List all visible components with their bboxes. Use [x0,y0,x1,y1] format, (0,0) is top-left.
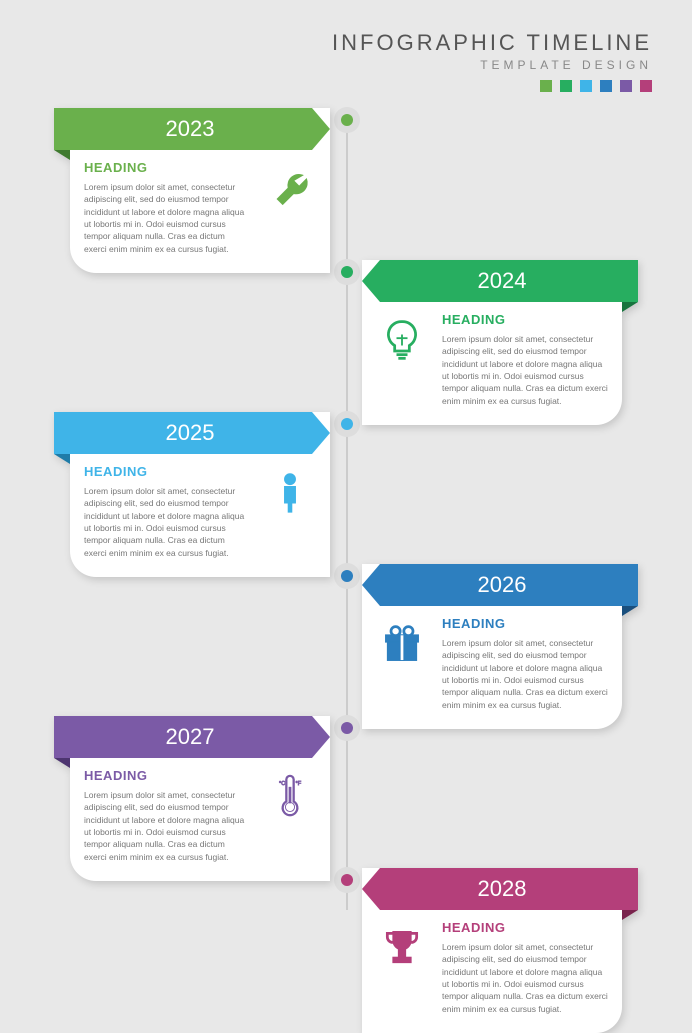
title-main: INFOGRAPHIC TIMELINE [332,30,652,56]
ribbon-fold [54,758,70,768]
card-heading: HEADING [442,920,608,935]
ribbon-fold [622,606,638,616]
card-body: HEADING Lorem ipsum dolor sit amet, cons… [70,150,330,273]
timeline-node-dot [341,266,353,278]
year-banner: 2024 [362,260,622,302]
person-icon [262,464,318,520]
year-banner: 2027 [70,716,330,758]
year-banner: 2023 [70,108,330,150]
wrench-icon [262,160,318,216]
timeline-node [334,563,360,589]
card-text: Lorem ipsum dolor sit amet, consectetur … [84,485,249,559]
year-banner: 2025 [70,412,330,454]
timeline-card-2023: 2023 HEADING Lorem ipsum dolor sit amet,… [70,108,330,273]
year-banner: 2026 [362,564,622,606]
title-sub: TEMPLATE DESIGN [332,58,652,72]
trophy-icon [374,920,430,976]
card-body: HEADING Lorem ipsum dolor sit amet, cons… [362,302,622,425]
legend-swatch [580,80,592,92]
timeline-card-2026: 2026 HEADING Lorem ipsum dolor sit amet,… [362,564,622,729]
timeline-card-2025: 2025 HEADING Lorem ipsum dolor sit amet,… [70,412,330,577]
year-label: 2026 [478,572,527,598]
card-body: HEADING Lorem ipsum dolor sit amet, cons… [70,454,330,577]
card-text: Lorem ipsum dolor sit amet, consectetur … [442,637,608,711]
timeline-node-dot [341,722,353,734]
timeline-node [334,107,360,133]
card-text: Lorem ipsum dolor sit amet, consectetur … [84,789,249,863]
ribbon-fold [54,454,70,464]
card-heading: HEADING [442,312,608,327]
card-body: HEADING Lorem ipsum dolor sit amet, cons… [70,758,330,881]
card-text: Lorem ipsum dolor sit amet, consectetur … [442,333,608,407]
ribbon-fold [54,150,70,160]
timeline-card-2028: 2028 HEADING Lorem ipsum dolor sit amet,… [362,868,622,1033]
legend-swatch [620,80,632,92]
timeline-card-2024: 2024 HEADING Lorem ipsum dolor sit amet,… [362,260,622,425]
legend [332,80,652,92]
thermo-icon [262,768,318,824]
timeline-node-dot [341,114,353,126]
year-label: 2025 [166,420,215,446]
year-banner: 2028 [362,868,622,910]
ribbon-fold [622,302,638,312]
year-label: 2024 [478,268,527,294]
card-text: Lorem ipsum dolor sit amet, consectetur … [84,181,249,255]
gift-icon [374,616,430,672]
card-heading: HEADING [442,616,608,631]
timeline-node [334,411,360,437]
legend-swatch [640,80,652,92]
timeline-line [346,120,348,910]
year-label: 2023 [166,116,215,142]
bulb-icon [374,312,430,368]
timeline-node [334,259,360,285]
legend-swatch [560,80,572,92]
year-label: 2028 [478,876,527,902]
legend-swatch [540,80,552,92]
timeline-card-2027: 2027 HEADING Lorem ipsum dolor sit amet,… [70,716,330,881]
timeline-node-dot [341,418,353,430]
timeline-node [334,867,360,893]
year-label: 2027 [166,724,215,750]
header: INFOGRAPHIC TIMELINE TEMPLATE DESIGN [332,30,652,92]
timeline-node-dot [341,570,353,582]
timeline-node [334,715,360,741]
card-text: Lorem ipsum dolor sit amet, consectetur … [442,941,608,1015]
timeline-node-dot [341,874,353,886]
legend-swatch [600,80,612,92]
ribbon-fold [622,910,638,920]
card-body: HEADING Lorem ipsum dolor sit amet, cons… [362,910,622,1033]
card-body: HEADING Lorem ipsum dolor sit amet, cons… [362,606,622,729]
